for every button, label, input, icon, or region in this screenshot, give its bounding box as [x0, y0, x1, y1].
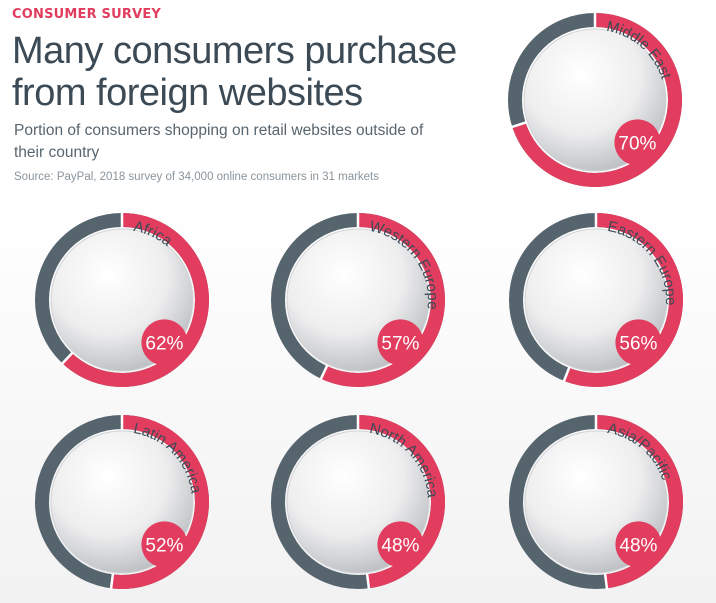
value-label-africa: 62% [145, 333, 183, 354]
land-north-america [305, 458, 403, 547]
value-badge-eastern-europe [615, 319, 662, 366]
value-label-eastern-europe: 56% [619, 333, 657, 354]
source-note: Source: PayPal, 2018 survey of 34,000 on… [14, 171, 380, 183]
value-badge-africa [141, 319, 188, 366]
separator-latin-america-1 [109, 573, 115, 590]
kicker: CONSUMER SURVEY [12, 7, 162, 22]
subtitle: Portion of consumers shopping on retail … [14, 122, 424, 161]
value-badge-latin-america [141, 521, 188, 568]
value-badge-western-europe [377, 319, 424, 366]
value-badge-north-america [377, 521, 424, 568]
value-arc-north-america [357, 415, 445, 589]
separator-north-america-1 [365, 573, 371, 590]
value-badge-middle-east [614, 119, 661, 166]
land-latin-america [97, 448, 158, 556]
value-label-middle-east: 70% [618, 133, 656, 154]
value-label-north-america: 48% [381, 535, 419, 556]
value-arc-western-europe [320, 213, 445, 387]
value-label-western-europe: 57% [381, 333, 419, 354]
separator-asia-pacific-1 [603, 573, 609, 590]
value-arc-latin-america [111, 415, 209, 589]
land-eastern-europe [547, 260, 642, 336]
separator-africa-1 [60, 351, 74, 366]
page-title: Many consumers purchase from foreign web… [12, 30, 457, 114]
value-badge-asia-pacific [615, 521, 662, 568]
land-middle-east [552, 63, 643, 136]
land-asia-pacific [540, 457, 648, 540]
value-arc-asia-pacific [595, 415, 683, 589]
value-arc-eastern-europe [563, 213, 683, 387]
value-label-asia-pacific: 48% [619, 535, 657, 556]
separator-eastern-europe-1 [562, 366, 571, 383]
separator-western-europe-1 [319, 364, 329, 381]
land-africa [75, 263, 159, 347]
value-label-latin-america: 52% [145, 535, 183, 556]
land-western-europe [313, 258, 401, 337]
separator-middle-east-1 [510, 121, 527, 129]
value-arc-africa [62, 213, 209, 387]
